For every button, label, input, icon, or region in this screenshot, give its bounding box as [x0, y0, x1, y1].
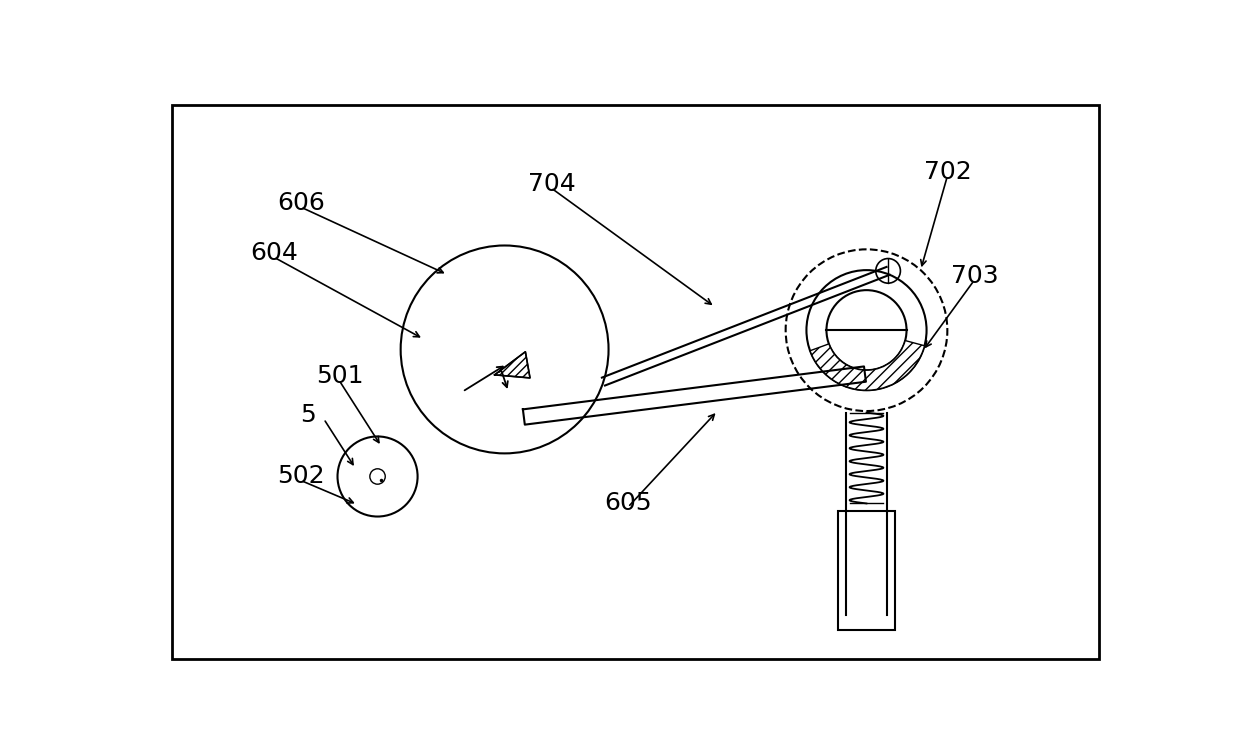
- Polygon shape: [495, 352, 529, 378]
- Text: 704: 704: [528, 172, 575, 196]
- Text: 604: 604: [250, 241, 299, 265]
- Wedge shape: [810, 340, 925, 390]
- Text: 5: 5: [300, 403, 316, 427]
- Bar: [838, 511, 895, 631]
- Text: 502: 502: [278, 464, 325, 488]
- Text: 605: 605: [605, 491, 652, 516]
- Text: 606: 606: [278, 191, 325, 215]
- Text: 501: 501: [316, 364, 363, 389]
- Text: 703: 703: [951, 265, 999, 288]
- Text: 702: 702: [924, 160, 972, 184]
